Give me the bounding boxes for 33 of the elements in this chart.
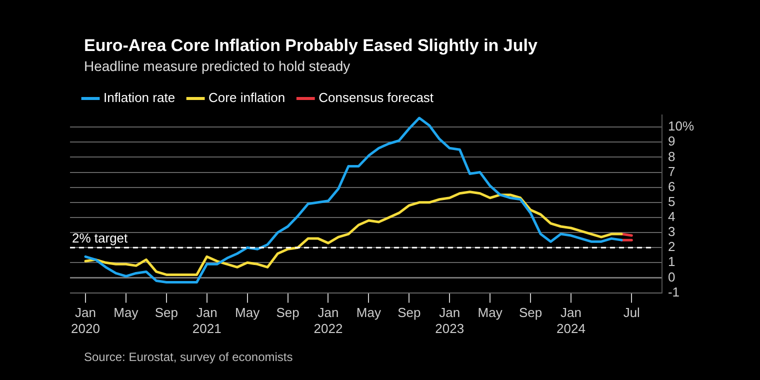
- x-tick-label: May: [235, 305, 260, 320]
- x-tick-label: May: [478, 305, 503, 320]
- ref-line-label: 2% target: [72, 230, 128, 246]
- y-tick-label: 3: [668, 224, 676, 240]
- y-tick-label: 8: [668, 148, 676, 164]
- x-tick-label: Sep: [154, 305, 178, 320]
- legend-label: Inflation rate: [104, 90, 176, 106]
- chart-title: Euro-Area Core Inflation Probably Eased Slightly in July: [84, 36, 538, 56]
- legend-label: Consensus forecast: [318, 90, 434, 106]
- x-tick-label: May: [356, 305, 382, 320]
- x-tick-label: Sep: [518, 305, 542, 320]
- chart-subtitle: Headline measure predicted to hold steady: [84, 58, 350, 74]
- x-tick-label: Jul: [623, 305, 640, 320]
- x-tick-label: Jan 2020: [71, 305, 100, 336]
- y-tick-label: 6: [668, 178, 676, 194]
- x-tick-label: Sep: [398, 305, 421, 320]
- legend-label: Core inflation: [208, 90, 286, 106]
- x-tick-label: May: [114, 305, 139, 320]
- source-note: Source: Eurostat, survey of economists: [84, 350, 293, 364]
- y-tick-label: 9: [668, 134, 676, 149]
- y-tick-label: 1: [668, 254, 676, 270]
- x-tick-label: Jan 2022: [314, 305, 343, 336]
- x-tick-label: Jan 2024: [556, 305, 586, 336]
- y-tick-label: 7: [668, 164, 676, 179]
- x-tick-label: Sep: [276, 305, 300, 320]
- y-tick-label: 0: [668, 269, 676, 284]
- y-tick-label: 5: [668, 194, 676, 209]
- y-tick-label: 10%: [668, 118, 694, 134]
- y-tick-label: 2: [668, 239, 676, 254]
- x-tick-label: Jan 2021: [192, 305, 222, 336]
- x-tick-label: Jan 2023: [435, 305, 464, 336]
- y-tick-label: 4: [668, 209, 676, 224]
- y-tick-label: -1: [668, 284, 680, 300]
